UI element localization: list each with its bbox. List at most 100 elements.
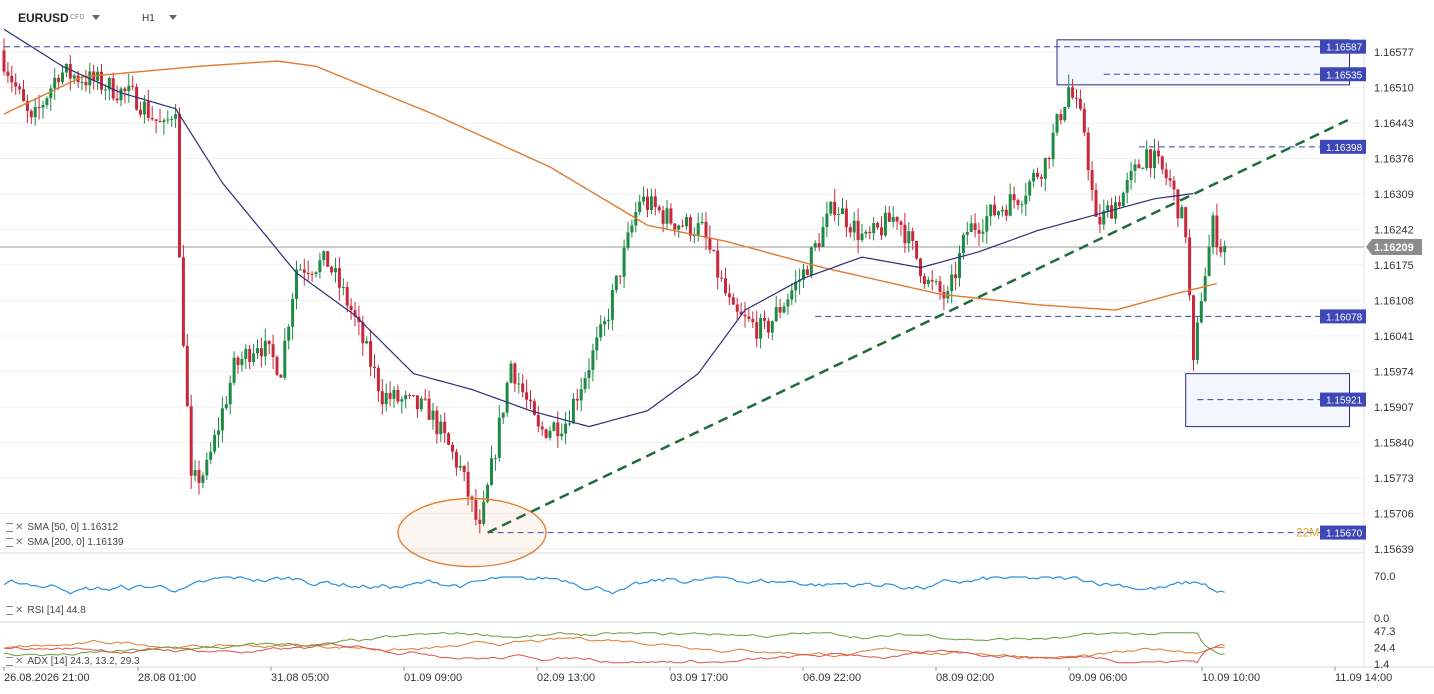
candle-body (45, 98, 49, 105)
candle-body (696, 223, 700, 236)
candle-body (646, 196, 649, 210)
candle-body (68, 63, 72, 79)
price-axis-label: 1.15907 (1374, 402, 1414, 414)
candle-body (135, 86, 139, 110)
close-icon[interactable]: ✕ (15, 656, 24, 667)
candle-body (142, 101, 146, 115)
menu-icon[interactable] (6, 537, 13, 547)
chart-toolbar: EURUSD CFD H1 (0, 0, 1434, 36)
candle-body (1098, 216, 1102, 225)
candle-body (1192, 295, 1195, 361)
price-axis-label: 1.15706 (1374, 509, 1414, 521)
close-icon[interactable]: ✕ (15, 537, 24, 548)
rsi-axis-label: 70.0 (1374, 571, 1395, 583)
candle-body (228, 382, 232, 405)
candle-body (766, 320, 770, 333)
symbol-label[interactable]: EURUSD (18, 11, 69, 25)
candle-body (774, 307, 778, 322)
candle-body (887, 212, 891, 222)
candle-body (314, 272, 318, 275)
candle-body (451, 444, 454, 452)
candle-body (306, 272, 310, 274)
menu-icon[interactable] (6, 522, 13, 532)
candle-body (1090, 170, 1094, 191)
candle-body (185, 345, 189, 407)
candle-body (1114, 202, 1117, 219)
legend-sma200: ✕ SMA [200, 0] 1.16139 (6, 537, 124, 548)
candle-body (821, 226, 825, 248)
price-axis-label: 1.16108 (1374, 296, 1414, 308)
candle-body (568, 423, 571, 425)
candle-body (209, 451, 213, 460)
price-axis-label: 1.16041 (1374, 331, 1414, 343)
candle-body (1160, 156, 1164, 170)
level-price-tag (1320, 67, 1366, 82)
price-axis-label: 1.16577 (1374, 47, 1414, 59)
candle-body (841, 208, 844, 215)
candle-body (837, 214, 841, 216)
close-icon[interactable]: ✕ (15, 605, 24, 616)
candle-body (688, 217, 692, 236)
candle-body (217, 430, 220, 435)
candle-body (1110, 205, 1114, 219)
annotation-text: 22M (1296, 526, 1319, 540)
menu-icon[interactable] (6, 605, 13, 615)
candle-body (1168, 178, 1172, 181)
level-price-tag (1320, 525, 1366, 540)
candle-body (868, 231, 872, 234)
candle-body (373, 366, 376, 368)
candle-body (419, 398, 423, 410)
candle-body (1102, 210, 1106, 225)
candle-body (349, 305, 353, 311)
candle-body (412, 395, 415, 397)
candle-body (213, 434, 217, 452)
menu-icon[interactable] (6, 656, 13, 666)
candle-body (653, 196, 657, 207)
price-axis-label: 1.16175 (1374, 260, 1414, 272)
candle-body (29, 110, 33, 118)
candle-body (794, 281, 798, 291)
candle-body (809, 247, 813, 276)
candle-body (275, 357, 279, 375)
candle-body (193, 470, 197, 476)
symbol-dropdown-icon[interactable] (92, 15, 100, 20)
candle-body (911, 231, 915, 241)
candle-body (1008, 194, 1012, 216)
close-icon[interactable]: ✕ (15, 522, 24, 533)
price-axis-label: 1.16309 (1374, 189, 1414, 201)
timeframe-label[interactable]: H1 (142, 13, 155, 24)
candle-body (997, 211, 1000, 216)
candle-body (852, 220, 856, 233)
candle-body (591, 350, 595, 370)
candle-body (622, 247, 626, 277)
candle-body (123, 88, 127, 92)
candle-body (361, 322, 365, 344)
candle-body (111, 77, 115, 99)
candle-body (1059, 114, 1063, 121)
candle-body (880, 227, 883, 236)
candle-body (174, 114, 178, 119)
candle-body (599, 324, 603, 338)
candle-body (1028, 181, 1032, 196)
candle-body (642, 196, 646, 202)
candle-body (517, 383, 521, 385)
time-axis-label: 11.09 14:00 (1335, 672, 1392, 684)
candle-body (1195, 322, 1199, 361)
candles (2, 38, 1227, 534)
candle-body (1121, 192, 1125, 207)
candle-body (318, 260, 322, 273)
candle-body (197, 470, 201, 483)
candle-body (544, 429, 548, 438)
candle-body (782, 306, 786, 313)
candle-body (685, 217, 688, 227)
candle-body (1176, 189, 1180, 219)
candle-body (630, 225, 634, 233)
timeframe-dropdown-icon[interactable] (169, 15, 177, 20)
candle-body (232, 357, 236, 383)
candle-body (259, 348, 263, 357)
candle-body (595, 337, 599, 351)
candle-body (310, 273, 314, 275)
candle-body (14, 82, 18, 87)
candle-body (895, 216, 899, 222)
